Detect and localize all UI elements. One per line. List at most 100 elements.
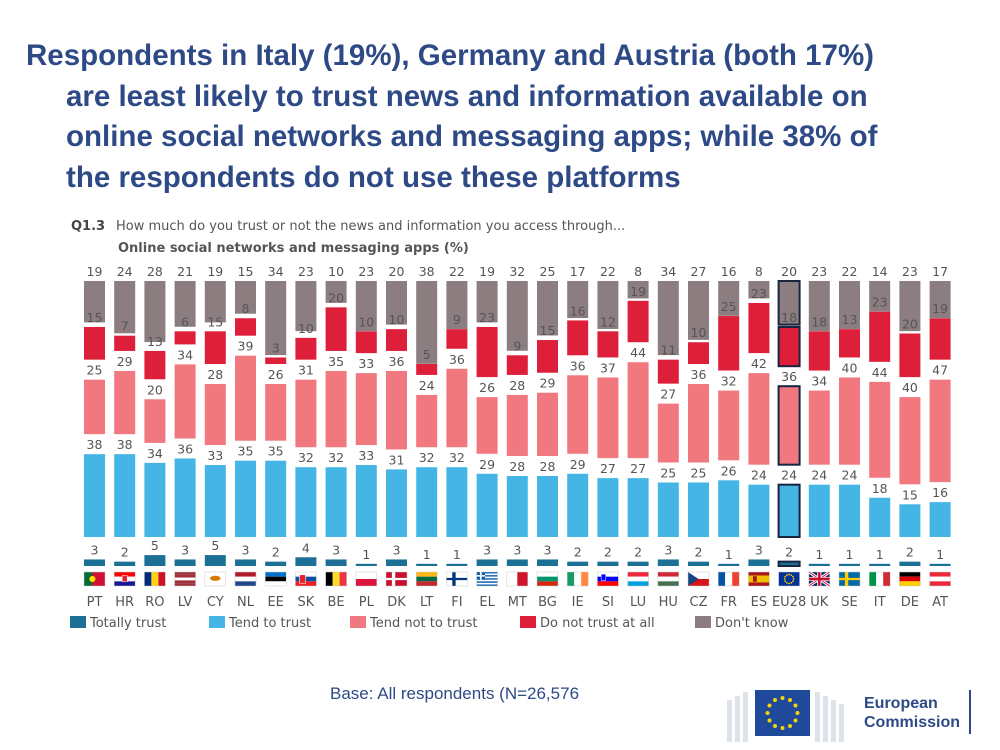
label-tend-to-trust-DE: 15 — [902, 487, 918, 502]
bars-layer — [84, 280, 951, 568]
label-do-not-trust-PL: 10 — [358, 314, 374, 329]
logo-divider — [969, 690, 971, 734]
bar-dont-know-CY — [204, 281, 226, 323]
chart-subtitle-text: Online social networks and messaging app… — [118, 241, 440, 256]
label-do-not-trust-MT: 9 — [513, 338, 521, 353]
bar-totally-trust-FR — [718, 563, 740, 566]
bar-tend-to-trust-MT — [506, 475, 528, 537]
label-tend-not-to-trust-RO: 20 — [147, 382, 163, 397]
flag-sk-icon — [295, 571, 317, 587]
label-tend-not-to-trust-EU28: 36 — [781, 369, 797, 384]
label-dont-know-NL: 15 — [238, 264, 254, 279]
bar-dont-know-NL — [235, 281, 256, 314]
label-do-not-trust-LU: 19 — [630, 284, 646, 299]
bar-totally-trust-AT — [929, 563, 951, 566]
bar-tend-not-to-trust-SI — [597, 377, 619, 459]
bar-do-not-trust-BE — [325, 307, 347, 351]
category-label-BE: BE — [328, 595, 345, 610]
label-do-not-trust-BE: 20 — [328, 290, 344, 305]
bar-totally-trust-DK — [386, 559, 407, 566]
label-totally-trust-EU28: 2 — [785, 545, 793, 560]
category-label-AT: AT — [932, 595, 948, 610]
label-totally-trust-FR: 1 — [725, 547, 733, 562]
label-totally-trust-CZ: 2 — [695, 545, 703, 560]
eu-stars-icon — [765, 696, 800, 730]
bar-dont-know-LU — [627, 281, 649, 299]
flag-ee-icon — [264, 571, 287, 587]
category-label-LV: LV — [178, 595, 193, 610]
flag-ie-icon — [566, 571, 589, 587]
label-dont-know-EE: 34 — [268, 264, 284, 279]
label-tend-not-to-trust-NL: 39 — [238, 339, 254, 354]
bar-do-not-trust-DE — [899, 333, 921, 378]
category-label-DE: DE — [901, 595, 919, 610]
label-tend-to-trust-HU: 25 — [660, 466, 676, 481]
label-tend-not-to-trust-HR: 29 — [117, 354, 133, 369]
flag-es-icon — [748, 571, 770, 587]
chart-subtitle: Online social networks and messaging app… — [118, 241, 469, 256]
label-totally-trust-HU: 3 — [664, 542, 672, 557]
category-label-SK: SK — [298, 595, 315, 610]
label-dont-know-SE: 22 — [842, 264, 858, 279]
label-do-not-trust-UK: 18 — [811, 314, 827, 329]
flag-uk-icon — [807, 570, 831, 588]
label-tend-not-to-trust-LU: 44 — [630, 345, 646, 360]
label-do-not-trust-HU: 11 — [660, 343, 676, 358]
bar-tend-to-trust-EE — [265, 460, 287, 537]
bar-tend-to-trust-LT — [416, 467, 438, 537]
bar-tend-not-to-trust-PT — [84, 379, 105, 435]
bar-tend-to-trust-FI — [446, 467, 468, 537]
label-tend-to-trust-LV: 36 — [177, 442, 193, 457]
label-tend-not-to-trust-CZ: 36 — [691, 367, 707, 382]
label-do-not-trust-IT: 23 — [872, 295, 888, 310]
logo-line-2: Commission — [864, 714, 961, 731]
label-do-not-trust-FR: 25 — [721, 299, 737, 314]
bar-do-not-trust-SE — [839, 329, 860, 358]
label-do-not-trust-RO: 13 — [147, 334, 163, 349]
label-tend-not-to-trust-PL: 33 — [358, 356, 374, 371]
bar-tend-to-trust-BE — [325, 467, 347, 537]
label-do-not-trust-NL: 8 — [242, 301, 250, 316]
bar-dont-know-HU — [657, 281, 679, 356]
category-label-IE: IE — [572, 595, 584, 610]
category-label-SI: SI — [602, 595, 614, 610]
label-totally-trust-BG: 3 — [544, 542, 552, 557]
label-tend-not-to-trust-HU: 27 — [660, 387, 676, 402]
bar-totally-trust-LU — [627, 561, 649, 566]
bar-do-not-trust-LV — [174, 331, 196, 345]
bar-do-not-trust-RO — [144, 350, 166, 380]
bar-do-not-trust-HR — [114, 335, 136, 351]
label-tend-not-to-trust-IE: 36 — [570, 358, 586, 373]
bar-totally-trust-EU28 — [777, 560, 801, 568]
legend-label-dont_know: Don't know — [715, 616, 789, 631]
label-totally-trust-MT: 3 — [513, 542, 521, 557]
bar-tend-not-to-trust-BG — [537, 392, 558, 456]
label-tend-to-trust-CY: 33 — [207, 448, 223, 463]
label-totally-trust-DE: 2 — [906, 545, 914, 560]
label-dont-know-LT: 38 — [419, 264, 435, 279]
bar-totally-trust-SK — [295, 557, 317, 566]
label-totally-trust-HR: 2 — [121, 545, 129, 560]
label-do-not-trust-DE: 20 — [902, 317, 918, 332]
bar-dont-know-SK — [295, 281, 317, 332]
label-do-not-trust-EU28: 18 — [781, 310, 797, 325]
label-totally-trust-BE: 3 — [332, 542, 340, 557]
label-dont-know-RO: 28 — [147, 264, 163, 279]
bar-dont-know-DK — [386, 281, 407, 325]
label-tend-to-trust-FI: 32 — [449, 450, 465, 465]
flag-cz-icon — [687, 571, 710, 587]
bar-tend-to-trust-DE — [899, 504, 921, 537]
label-totally-trust-IT: 1 — [876, 547, 884, 562]
flag-dk-icon — [385, 571, 408, 587]
bar-dont-know-IT — [869, 281, 891, 312]
label-totally-trust-SE: 1 — [846, 547, 854, 562]
bar-totally-trust-HR — [114, 561, 136, 566]
chart-subtitle-unit: (%) — [444, 241, 469, 256]
label-do-not-trust-FI: 9 — [453, 312, 461, 327]
bar-totally-trust-FI — [446, 563, 468, 566]
bar-do-not-trust-EL — [476, 326, 498, 378]
label-dont-know-PT: 19 — [87, 264, 103, 279]
label-dont-know-CY: 19 — [207, 264, 223, 279]
bar-totally-trust-IT — [869, 563, 891, 566]
bar-dont-know-ES — [748, 281, 770, 299]
